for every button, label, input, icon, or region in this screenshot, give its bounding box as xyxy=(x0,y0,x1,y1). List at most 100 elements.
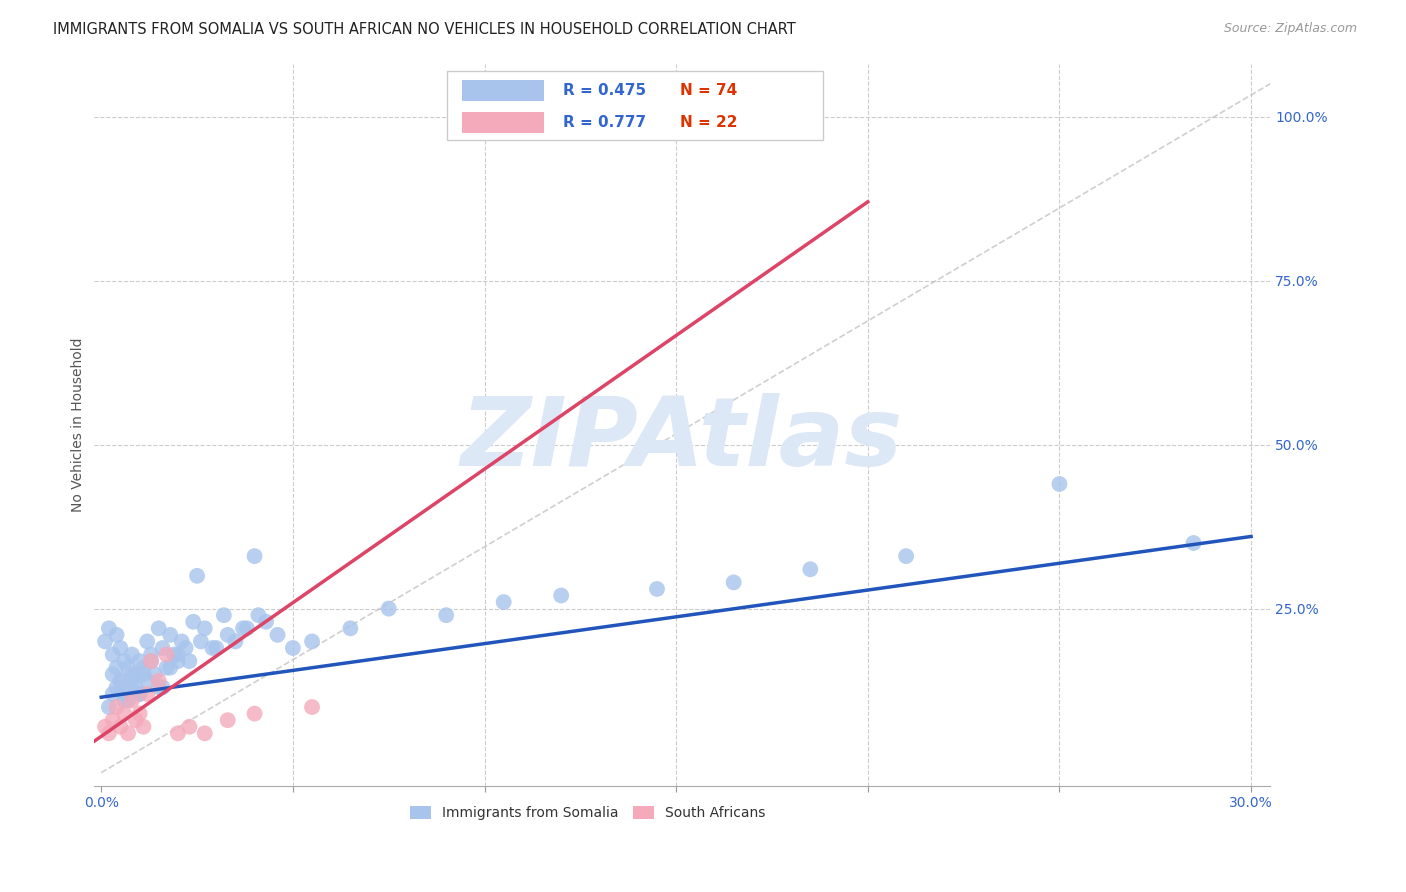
Point xyxy=(128,706,150,721)
Point xyxy=(121,693,143,707)
Point xyxy=(434,608,457,623)
Point xyxy=(301,634,323,648)
Point xyxy=(159,628,181,642)
Point xyxy=(125,713,148,727)
Point xyxy=(97,726,120,740)
Point xyxy=(212,608,235,623)
Point xyxy=(167,726,190,740)
Point xyxy=(117,726,139,740)
Point xyxy=(243,706,266,721)
Point xyxy=(143,667,166,681)
Point xyxy=(243,549,266,563)
Point xyxy=(799,562,821,576)
Point xyxy=(101,648,124,662)
Point xyxy=(281,640,304,655)
Point xyxy=(232,621,254,635)
Point xyxy=(112,706,135,721)
Point xyxy=(148,673,170,688)
Point xyxy=(128,654,150,668)
Point xyxy=(217,628,239,642)
Point xyxy=(110,640,132,655)
Point xyxy=(128,687,150,701)
Point xyxy=(174,640,197,655)
Point xyxy=(167,654,190,668)
Point xyxy=(266,628,288,642)
Point xyxy=(194,726,217,740)
Point xyxy=(112,693,135,707)
Point xyxy=(167,648,190,662)
Point xyxy=(139,654,162,668)
Point xyxy=(723,575,745,590)
Point xyxy=(125,667,148,681)
Point xyxy=(148,681,170,695)
Point xyxy=(112,687,135,701)
Point xyxy=(139,654,162,668)
Point xyxy=(181,615,204,629)
Point xyxy=(117,661,139,675)
Point xyxy=(112,654,135,668)
Point xyxy=(136,687,159,701)
Point xyxy=(132,720,155,734)
Point xyxy=(179,720,201,734)
Point xyxy=(741,110,763,124)
Point xyxy=(186,569,208,583)
Point xyxy=(190,634,212,648)
Point xyxy=(110,720,132,734)
Legend: Immigrants from Somalia, South Africans: Immigrants from Somalia, South Africans xyxy=(405,800,770,826)
Point xyxy=(97,621,120,635)
Point xyxy=(105,628,128,642)
Point xyxy=(301,700,323,714)
Point xyxy=(217,713,239,727)
Point xyxy=(236,621,259,635)
Point xyxy=(105,681,128,695)
Point xyxy=(550,589,572,603)
Text: ZIPAtlas: ZIPAtlas xyxy=(461,392,903,486)
Point xyxy=(894,549,917,563)
Y-axis label: No Vehicles in Household: No Vehicles in Household xyxy=(72,338,86,512)
Point xyxy=(121,667,143,681)
Text: Source: ZipAtlas.com: Source: ZipAtlas.com xyxy=(1223,22,1357,36)
Point xyxy=(155,661,177,675)
Point xyxy=(101,687,124,701)
Point xyxy=(152,640,174,655)
Point xyxy=(132,667,155,681)
Point xyxy=(179,654,201,668)
Point xyxy=(1049,477,1071,491)
Point xyxy=(247,608,270,623)
Point xyxy=(1182,536,1205,550)
Point xyxy=(110,673,132,688)
Point xyxy=(136,634,159,648)
Point xyxy=(163,648,186,662)
Point xyxy=(139,648,162,662)
Point xyxy=(645,582,668,596)
Point xyxy=(117,681,139,695)
Point xyxy=(155,648,177,662)
Point xyxy=(125,681,148,695)
Point xyxy=(121,648,143,662)
Point xyxy=(132,661,155,675)
Point xyxy=(152,681,174,695)
Point xyxy=(97,700,120,714)
Point xyxy=(159,661,181,675)
Point xyxy=(105,661,128,675)
Point xyxy=(254,615,277,629)
Point xyxy=(128,687,150,701)
Point xyxy=(170,634,193,648)
Point xyxy=(110,673,132,688)
Point xyxy=(224,634,246,648)
Point xyxy=(205,640,228,655)
Point xyxy=(194,621,217,635)
Point xyxy=(94,634,117,648)
Point xyxy=(101,667,124,681)
Point xyxy=(136,673,159,688)
Point xyxy=(377,601,399,615)
Point xyxy=(105,700,128,714)
Point xyxy=(492,595,515,609)
Point xyxy=(94,720,117,734)
Text: IMMIGRANTS FROM SOMALIA VS SOUTH AFRICAN NO VEHICLES IN HOUSEHOLD CORRELATION CH: IMMIGRANTS FROM SOMALIA VS SOUTH AFRICAN… xyxy=(53,22,796,37)
Point xyxy=(117,693,139,707)
Point xyxy=(121,673,143,688)
Point xyxy=(101,713,124,727)
Point xyxy=(339,621,361,635)
Point xyxy=(201,640,224,655)
